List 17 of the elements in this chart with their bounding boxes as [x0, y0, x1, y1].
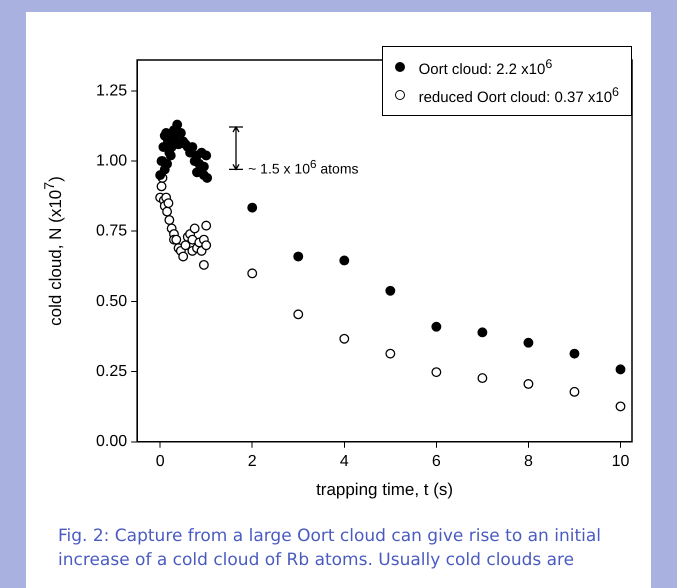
caption: Fig. 2: Capture from a large Oort cloud can give rise to an initial increase of a cold cloud of Rb atoms. Usually cold clouds are: [58, 525, 602, 572]
y-tick-label: 0.00: [96, 433, 128, 450]
x-tick-label: 0: [156, 452, 165, 470]
legend-label: reduced Oort cloud: 0.37 x10$^{6}$: [418, 84, 619, 108]
x-axis-title: trapping time, t (s): [316, 480, 454, 500]
y-tick-label: 0.25: [96, 363, 128, 380]
y-tick-label: 0.50: [96, 292, 128, 310]
x-tick-label: 8: [524, 452, 533, 470]
y-tick-label: 1.00: [96, 152, 128, 170]
legend-label: Oort cloud: 2.2 x10$^{6}$: [418, 56, 552, 80]
y-tick-label: 1.25: [96, 82, 128, 100]
annotation: ~ 1.5 x 10$^{6}$ atoms: [248, 158, 358, 176]
y-tick-label: 0.75: [96, 222, 128, 240]
x-tick-label: 6: [432, 452, 441, 470]
x-tick-label: 2: [248, 452, 257, 470]
x-tick-label: 10: [612, 452, 630, 470]
x-tick-label: 4: [340, 452, 349, 470]
